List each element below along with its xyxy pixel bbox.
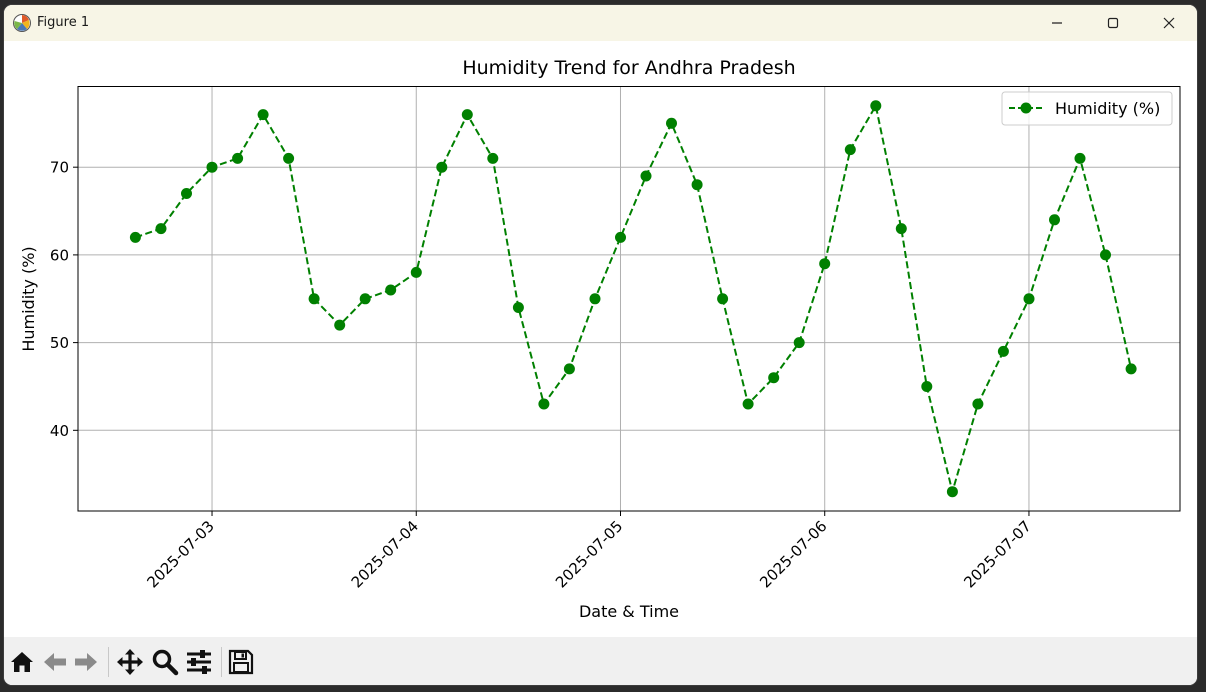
humidity-point <box>691 179 703 191</box>
humidity-chart: 2025-07-03 2025-07-04 2025-07-05 2025-07-06… <box>19 57 1181 621</box>
humidity-point <box>742 398 754 410</box>
close-icon <box>1163 17 1175 29</box>
matplotlib-logo-icon <box>13 14 31 32</box>
window-title: Figure 1 <box>37 15 90 30</box>
pan-button[interactable] <box>116 648 144 676</box>
humidity-point <box>155 223 167 235</box>
humidity-point <box>206 161 218 173</box>
humidity-point <box>972 398 984 410</box>
humidity-point <box>232 152 244 164</box>
humidity-point <box>921 381 933 392</box>
configure-subplots-icon <box>187 650 211 674</box>
y-tick-label: 40 <box>50 422 69 440</box>
humidity-point <box>563 363 575 375</box>
humidity-point <box>538 398 550 410</box>
x-tick-label: 2025-07-07 <box>960 517 1034 591</box>
configure-subplots-button[interactable] <box>185 648 213 676</box>
humidity-point <box>589 293 601 305</box>
toolbar-separator <box>108 647 109 677</box>
navigation-toolbar <box>4 637 1197 685</box>
x-tick-label: 2025-07-03 <box>143 517 217 591</box>
humidity-point <box>615 231 626 243</box>
humidity-point <box>666 117 677 129</box>
humidity-point <box>895 223 907 235</box>
humidity-point <box>1049 214 1060 226</box>
humidity-point <box>1125 363 1137 375</box>
save-button[interactable] <box>227 648 255 676</box>
humidity-point <box>410 266 422 278</box>
humidity-point <box>359 293 371 305</box>
humidity-point <box>793 337 805 349</box>
humidity-point <box>997 345 1009 357</box>
home-button[interactable] <box>8 648 36 676</box>
humidity-point <box>181 188 192 199</box>
humidity-point <box>870 100 882 112</box>
humidity-point <box>1023 293 1035 305</box>
home-icon <box>11 652 33 672</box>
figure-canvas: 2025-07-03 2025-07-04 2025-07-05 2025-07-06… <box>4 41 1197 637</box>
humidity-point <box>461 109 473 121</box>
legend-box <box>1001 91 1173 126</box>
back-arrow-icon <box>44 653 66 671</box>
humidity-point <box>768 372 780 384</box>
chart-title: Humidity Trend for Andhra Pradesh <box>462 57 795 79</box>
humidity-point <box>308 293 320 305</box>
humidity-point <box>334 319 346 331</box>
maximize-button[interactable] <box>1085 5 1141 41</box>
humidity-point <box>129 231 141 243</box>
x-axis-label: Date & Time <box>579 602 679 621</box>
x-tick-label: 2025-07-04 <box>348 517 422 591</box>
humidity-point <box>283 152 295 164</box>
save-icon <box>228 649 254 675</box>
legend-label: Humidity (%) <box>1055 99 1160 118</box>
y-tick-label: 50 <box>50 334 69 352</box>
humidity-line <box>135 103 1133 496</box>
back-button[interactable] <box>41 648 69 676</box>
title-bar: Figure 1 <box>4 5 1197 41</box>
humidity-point <box>844 144 856 156</box>
humidity-point <box>512 302 524 313</box>
y-axis-label: Humidity (%) <box>19 246 38 351</box>
humidity-point <box>385 284 397 296</box>
humidity-point <box>257 109 269 121</box>
legend-marker-sample <box>1020 102 1032 114</box>
plot-frame <box>77 86 1181 512</box>
humidity-point <box>717 293 729 305</box>
humidity-point <box>1074 152 1086 164</box>
x-tick-label: 2025-07-05 <box>552 517 626 591</box>
pan-icon <box>117 649 143 675</box>
humidity-point <box>436 161 448 173</box>
humidity-point <box>640 170 652 182</box>
humidity-point <box>487 152 499 164</box>
close-button[interactable] <box>1141 5 1197 41</box>
humidity-point <box>819 258 831 270</box>
toolbar-separator <box>221 647 222 677</box>
maximize-icon <box>1107 17 1119 29</box>
humidity-point <box>946 486 958 498</box>
x-tick-label: 2025-07-06 <box>756 517 830 591</box>
forward-button[interactable] <box>72 648 100 676</box>
zoom-icon <box>152 649 179 676</box>
y-tick-label: 60 <box>50 246 69 264</box>
y-tick-label: 70 <box>50 159 69 177</box>
legend: Humidity (%) <box>1001 91 1173 126</box>
minimize-button[interactable] <box>1029 5 1085 41</box>
figure-window: Figure 1 2025-07-03 2025-07-04 2025-07-05 2… <box>4 5 1197 685</box>
zoom-button[interactable] <box>151 648 179 676</box>
humidity-point <box>1100 249 1111 261</box>
forward-arrow-icon <box>75 653 97 671</box>
minimize-icon <box>1052 22 1062 24</box>
